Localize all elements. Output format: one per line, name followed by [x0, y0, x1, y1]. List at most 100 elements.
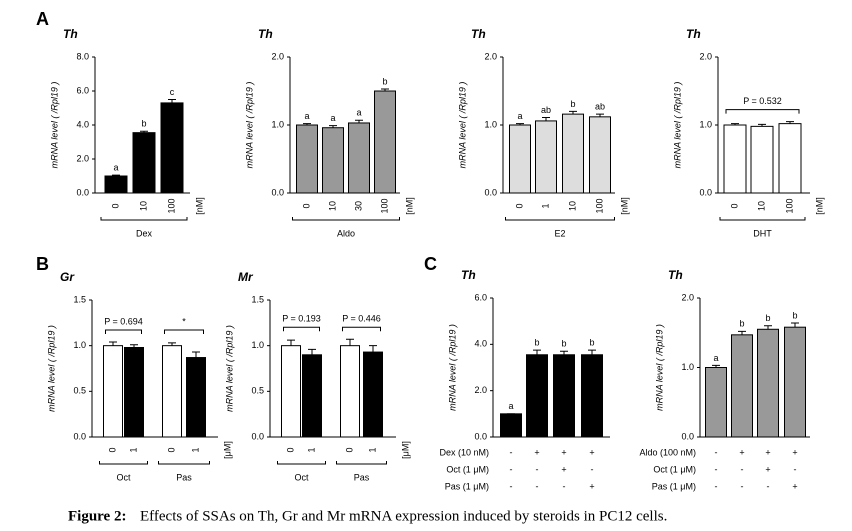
- y-tick-label: 0.0: [681, 431, 694, 441]
- bar: [509, 124, 531, 194]
- significance-letter: b: [534, 338, 539, 348]
- error-bar: [381, 88, 389, 91]
- x-tick-label: 0: [344, 447, 354, 452]
- significance-letter: b: [570, 99, 575, 109]
- y-tick-label: 0.0: [484, 187, 497, 197]
- group-bracket: [719, 217, 806, 221]
- y-tick-label: 0.0: [474, 431, 487, 441]
- condition-mark: -: [715, 481, 718, 491]
- significance-letter: b: [765, 313, 770, 323]
- y-tick-label: 0.0: [251, 431, 264, 441]
- error-bar: [130, 344, 138, 348]
- bar: [104, 175, 128, 194]
- error-bar: [140, 130, 148, 133]
- significance-letter: b: [589, 338, 594, 348]
- error-bar: [569, 110, 577, 115]
- y-tick-label: 0.5: [73, 386, 86, 396]
- error-bar: [738, 330, 746, 335]
- y-tick-label: 0.0: [73, 431, 86, 441]
- y-tick-label: 2.0: [484, 51, 497, 61]
- condition-mark: +: [765, 464, 770, 474]
- bar: [363, 351, 383, 438]
- caption-label: Figure 2:: [68, 508, 126, 524]
- caption-text: Effects of SSAs on Th, Gr and Mr mRNA ex…: [140, 508, 667, 524]
- bar: [186, 357, 206, 438]
- error-bar: [542, 117, 550, 121]
- y-axis-label: mRNA level ( /Rpl19 ): [49, 82, 59, 169]
- condition-mark: +: [534, 447, 539, 457]
- group-label: DHT: [753, 228, 772, 238]
- y-tick-label: 1.0: [681, 362, 694, 372]
- error-bar: [112, 174, 120, 176]
- group-bracket: [292, 217, 400, 221]
- condition-mark: -: [510, 464, 513, 474]
- error-bar: [588, 349, 596, 355]
- error-bar: [355, 119, 363, 123]
- x-tick-label: 30: [353, 201, 363, 211]
- error-bar: [731, 123, 739, 125]
- chart-title: Gr: [60, 270, 75, 284]
- x-tick-label: 1: [306, 447, 316, 452]
- bar: [302, 354, 322, 438]
- condition-mark: +: [792, 447, 797, 457]
- comparison-bracket: [342, 326, 381, 332]
- bar: [589, 116, 611, 194]
- bar: [322, 127, 344, 194]
- error-bar: [596, 113, 604, 117]
- y-tick-label: 1.0: [73, 340, 86, 350]
- group-bracket: [277, 461, 326, 465]
- x-tick-label: 0: [514, 203, 524, 208]
- group-label: Pas: [354, 472, 370, 482]
- bar: [705, 367, 727, 438]
- y-tick-label: 6.0: [76, 85, 89, 95]
- comparison-bracket: [105, 329, 142, 335]
- y-tick-label: 1.5: [251, 294, 264, 304]
- y-tick-label: 0.0: [76, 187, 89, 197]
- bar: [757, 328, 779, 438]
- comparison-label: P = 0.446: [342, 314, 381, 324]
- group-bracket: [100, 217, 188, 221]
- significance-letter: a: [113, 163, 118, 173]
- y-tick-label: 2.0: [271, 51, 284, 61]
- panel-label: C: [424, 254, 437, 274]
- condition-mark: -: [510, 481, 513, 491]
- significance-letter: b: [141, 119, 146, 129]
- y-axis-label: mRNA level ( /Rpl19 ): [654, 324, 664, 411]
- x-tick-label: 10: [567, 201, 577, 211]
- x-tick-label: 0: [729, 203, 739, 208]
- error-bar: [758, 123, 766, 127]
- error-bar: [791, 322, 799, 328]
- condition-mark: -: [741, 481, 744, 491]
- condition-mark: -: [536, 464, 539, 474]
- bar: [581, 354, 603, 438]
- bar: [162, 345, 182, 438]
- error-bar: [346, 338, 354, 346]
- chart-title: Th: [471, 27, 486, 41]
- comparison-label: P = 0.694: [104, 316, 143, 326]
- error-bar: [168, 99, 176, 103]
- significance-letter: ab: [541, 105, 551, 115]
- significance-letter: b: [382, 76, 387, 86]
- panel-label: A: [36, 9, 49, 29]
- x-tick-label: 0: [301, 203, 311, 208]
- error-bar: [712, 364, 720, 368]
- error-bar: [560, 350, 568, 355]
- group-bracket: [99, 461, 148, 465]
- condition-mark: +: [561, 464, 566, 474]
- chart-title: Th: [258, 27, 273, 41]
- bar: [535, 120, 557, 194]
- x-tick-label: 0: [110, 203, 120, 208]
- condition-label: Pas (1 μM): [652, 481, 696, 491]
- condition-mark: -: [767, 481, 770, 491]
- error-bar: [308, 348, 316, 355]
- y-axis-label: mRNA level ( /Rpl19 ): [224, 325, 234, 412]
- condition-label: Dex (10 nM): [439, 447, 489, 457]
- comparison-label: *: [182, 316, 186, 326]
- unit-label: [nM]: [194, 197, 204, 215]
- comparison-label: P = 0.193: [282, 314, 321, 324]
- group-label: E2: [554, 228, 565, 238]
- y-tick-label: 6.0: [474, 292, 487, 302]
- significance-letter: a: [330, 113, 335, 123]
- significance-letter: a: [508, 401, 513, 411]
